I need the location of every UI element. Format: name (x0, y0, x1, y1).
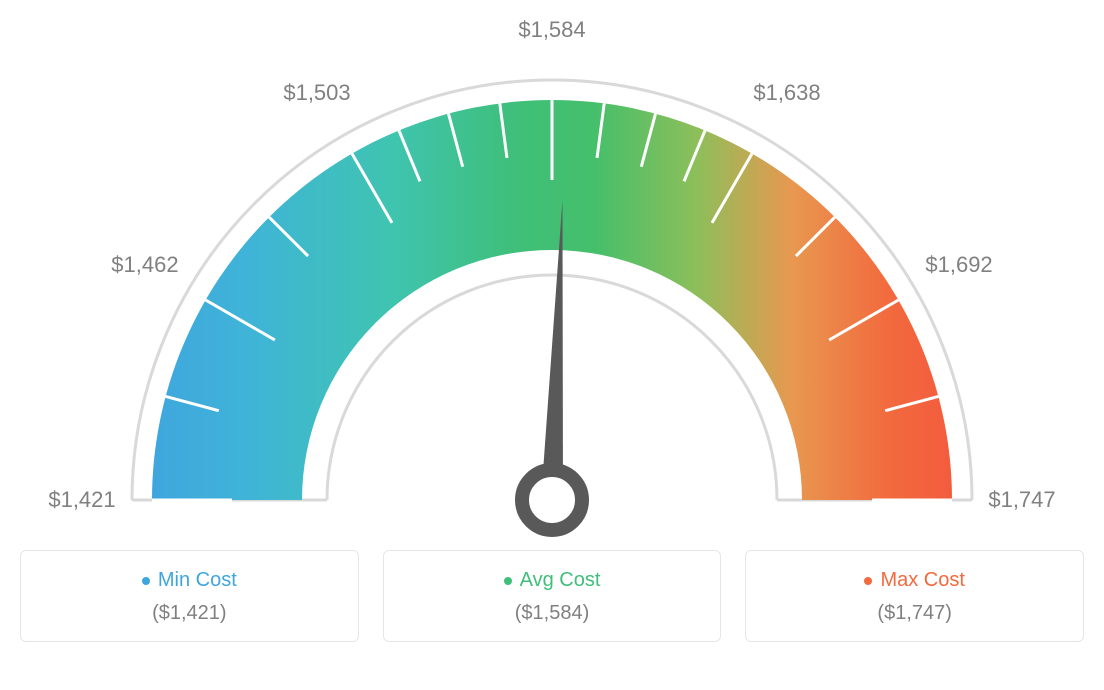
gauge-needle-hub (522, 470, 582, 530)
legend-max-title: Max Cost (864, 569, 964, 592)
gauge-tick-label: $1,747 (988, 487, 1055, 513)
dot-icon (864, 577, 872, 585)
gauge-tick-label: $1,503 (283, 80, 350, 106)
gauge-tick-label: $1,584 (518, 17, 585, 43)
legend-avg-title: Avg Cost (504, 569, 601, 592)
legend-avg-label: Avg Cost (520, 569, 601, 592)
dot-icon (142, 577, 150, 585)
legend-row: Min Cost ($1,421) Avg Cost ($1,584) Max … (20, 550, 1084, 642)
dot-icon (504, 577, 512, 585)
gauge-tick-label: $1,462 (111, 252, 178, 278)
legend-card-max: Max Cost ($1,747) (745, 550, 1084, 642)
gauge-tick-label: $1,692 (925, 252, 992, 278)
legend-card-min: Min Cost ($1,421) (20, 550, 359, 642)
gauge-tick-label: $1,421 (48, 487, 115, 513)
legend-card-avg: Avg Cost ($1,584) (383, 550, 722, 642)
legend-max-value: ($1,747) (746, 602, 1083, 625)
legend-min-title: Min Cost (142, 569, 237, 592)
legend-min-value: ($1,421) (21, 602, 358, 625)
legend-avg-value: ($1,584) (384, 602, 721, 625)
legend-max-label: Max Cost (880, 569, 964, 592)
gauge-svg (22, 20, 1082, 560)
gauge-container: $1,421 $1,462 $1,503 $1,584 $1,638 $1,692 $1,7… (22, 20, 1082, 560)
legend-min-label: Min Cost (158, 569, 237, 592)
gauge-tick-label: $1,638 (753, 80, 820, 106)
